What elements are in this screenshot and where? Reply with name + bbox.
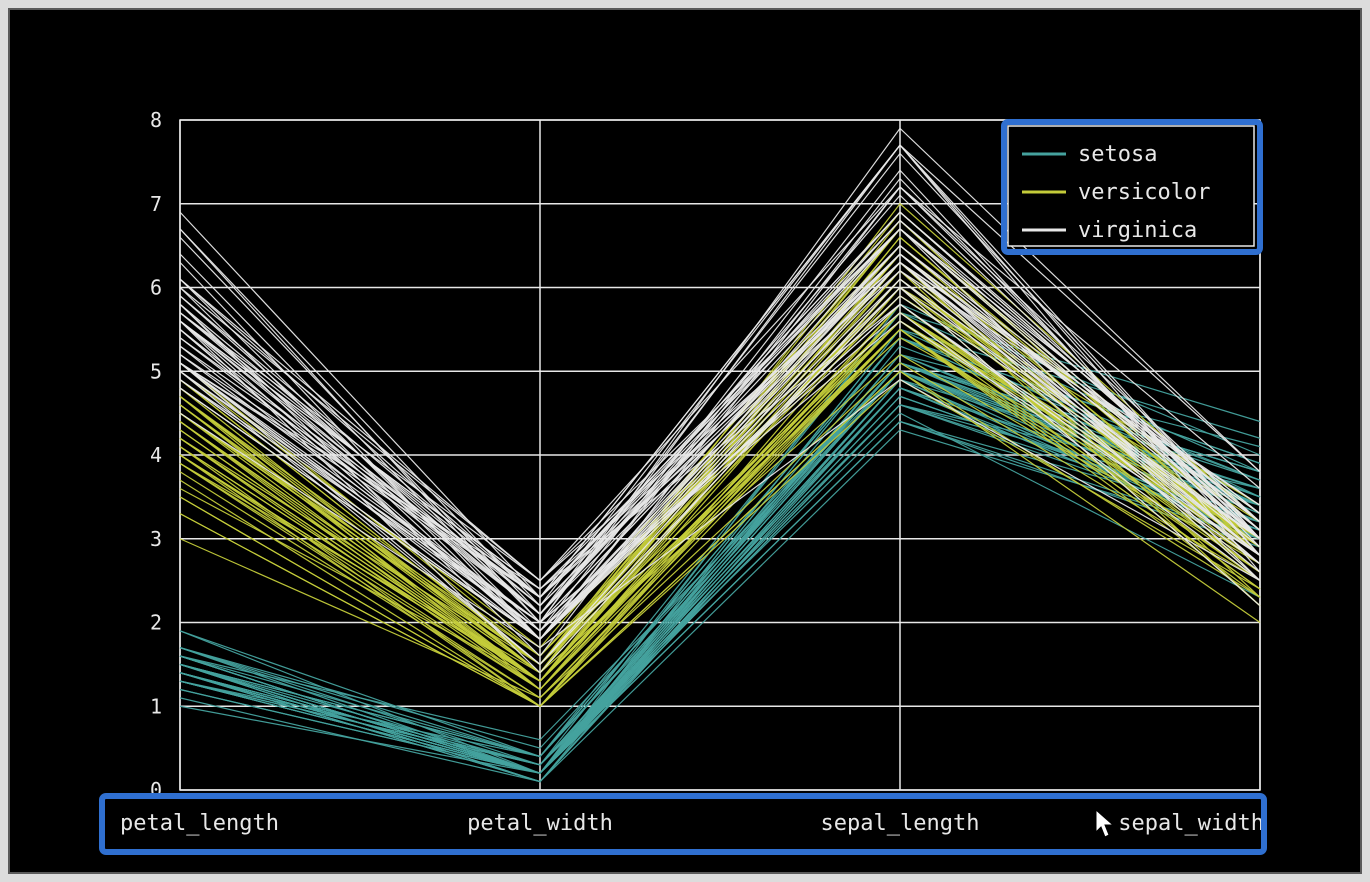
- category-label: petal_length: [120, 811, 279, 836]
- ytick-label: 1: [150, 694, 162, 718]
- plot-svg: 012345678petal_lengthpetal_widthsepal_le…: [10, 10, 1360, 872]
- legend-label: setosa: [1078, 142, 1157, 167]
- legend-label: virginica: [1078, 218, 1197, 243]
- category-label: sepal_width: [1118, 811, 1264, 836]
- category-label: sepal_length: [821, 811, 980, 836]
- ytick-label: 5: [150, 359, 162, 383]
- series-line-virginica: [180, 279, 1260, 673]
- ytick-label: 8: [150, 108, 162, 132]
- parallel-coordinates-chart: 012345678petal_lengthpetal_widthsepal_le…: [10, 10, 1360, 872]
- cursor-icon: [1096, 810, 1113, 837]
- ytick-label: 4: [150, 443, 162, 467]
- legend-label: versicolor: [1078, 180, 1210, 205]
- series-line-virginica: [180, 271, 1260, 598]
- series-line-virginica: [180, 221, 1260, 598]
- ytick-label: 3: [150, 527, 162, 551]
- ytick-label: 7: [150, 192, 162, 216]
- category-label: petal_width: [467, 811, 613, 836]
- chart-frame: 012345678petal_lengthpetal_widthsepal_le…: [8, 8, 1362, 874]
- ytick-label: 2: [150, 611, 162, 635]
- ytick-label: 6: [150, 276, 162, 300]
